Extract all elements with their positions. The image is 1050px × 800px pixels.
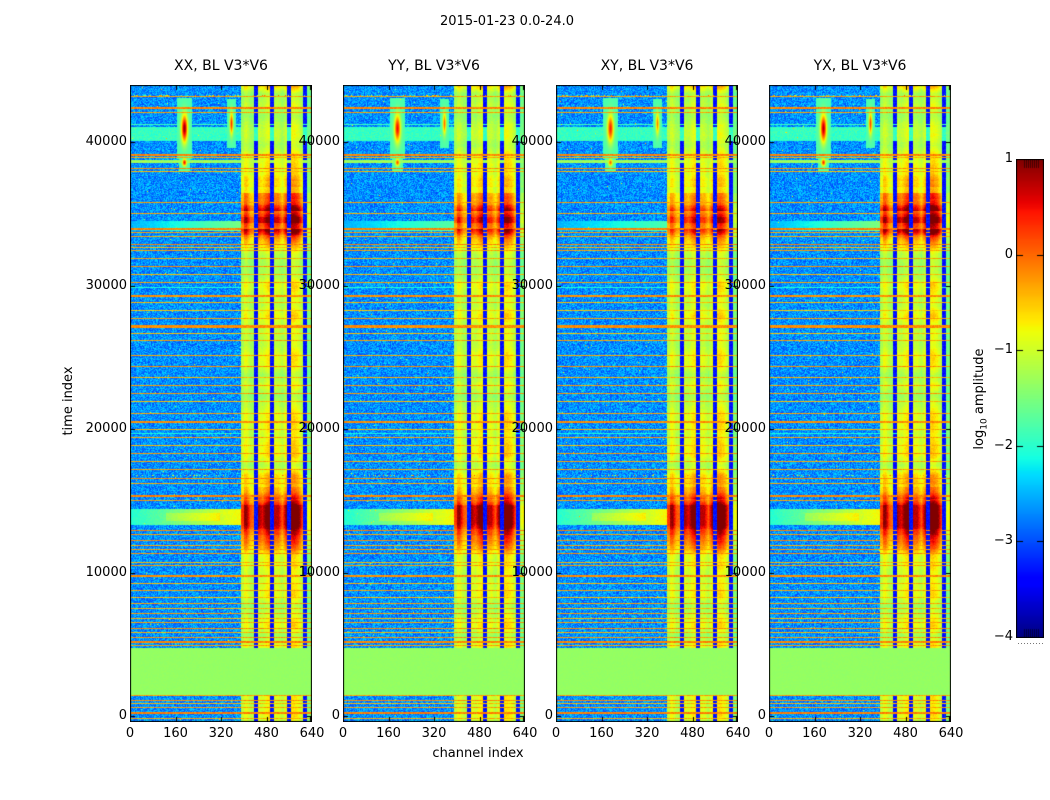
y-tick-label: 20000 — [85, 421, 127, 437]
x-tick-label: 640 — [512, 726, 538, 741]
panel-title: YY, BL V3*V6 — [388, 58, 480, 74]
x-tick-label: 320 — [208, 726, 234, 741]
heatmap-canvas-yx — [769, 85, 951, 722]
y-tick-label: 10000 — [511, 564, 553, 580]
heatmap-canvas-xx — [130, 85, 312, 722]
x-tick-label: 320 — [421, 726, 447, 741]
y-axis-label: time index — [61, 366, 76, 436]
x-tick-label: 640 — [938, 726, 964, 741]
y-tick-label: 20000 — [511, 421, 553, 437]
colorbar-gradient — [1016, 159, 1044, 638]
x-tick-label: 160 — [589, 726, 614, 741]
colorbar-tick-label: −1 — [993, 342, 1013, 358]
y-tick-label: 30000 — [85, 277, 127, 293]
y-tick-label: 0 — [118, 707, 127, 723]
heatmap-canvas-xy — [556, 85, 738, 722]
colorbar-label-subscript: 10 — [979, 418, 990, 430]
x-tick-label: 0 — [125, 726, 135, 741]
x-tick-label: 480 — [254, 726, 279, 741]
colorbar-tick-label: −2 — [993, 437, 1013, 453]
x-axis-label: channel index — [432, 746, 524, 761]
figure-title: 2015-01-23 0.0-24.0 — [440, 14, 574, 29]
x-tick-label: 160 — [376, 726, 401, 741]
x-tick-label: 160 — [802, 726, 827, 741]
y-tick-label: 20000 — [298, 421, 340, 437]
y-tick-label: 40000 — [724, 134, 766, 150]
colorbar-tick-label: 1 — [1004, 151, 1013, 166]
y-tick-label: 40000 — [511, 134, 553, 150]
y-tick-label: 30000 — [298, 277, 340, 293]
x-tick-label: 480 — [467, 726, 492, 741]
colorbar-label: log10 amplitude — [972, 299, 990, 499]
colorbar-tick-label: −4 — [993, 629, 1013, 644]
y-tick-label: 20000 — [724, 421, 766, 437]
x-tick-label: 320 — [847, 726, 873, 741]
x-tick-label: 160 — [163, 726, 188, 741]
y-tick-label: 40000 — [298, 134, 340, 150]
x-tick-label: 480 — [680, 726, 705, 741]
panel-title: XX, BL V3*V6 — [174, 58, 268, 74]
heatmap-canvas-yy — [343, 85, 525, 722]
x-tick-label: 640 — [299, 726, 325, 741]
panel-title: YX, BL V3*V6 — [813, 58, 907, 74]
y-tick-label: 0 — [331, 707, 340, 723]
y-tick-label: 30000 — [511, 277, 553, 293]
y-tick-label: 10000 — [724, 564, 766, 580]
x-tick-label: 0 — [551, 726, 561, 741]
x-tick-label: 0 — [764, 726, 774, 741]
x-tick-label: 320 — [634, 726, 660, 741]
y-tick-label: 10000 — [85, 564, 127, 580]
colorbar-tick-label: 0 — [1004, 246, 1013, 262]
y-tick-label: 30000 — [724, 277, 766, 293]
x-tick-label: 640 — [725, 726, 751, 741]
y-tick-label: 40000 — [85, 134, 127, 150]
colorbar-underflow-dots — [1018, 643, 1043, 644]
panel-title: XY, BL V3*V6 — [600, 58, 694, 74]
x-tick-label: 0 — [338, 726, 348, 741]
y-tick-label: 0 — [757, 707, 766, 723]
y-tick-label: 10000 — [298, 564, 340, 580]
y-tick-label: 0 — [544, 707, 553, 723]
x-tick-label: 480 — [893, 726, 918, 741]
colorbar-tick-label: −3 — [993, 533, 1013, 549]
